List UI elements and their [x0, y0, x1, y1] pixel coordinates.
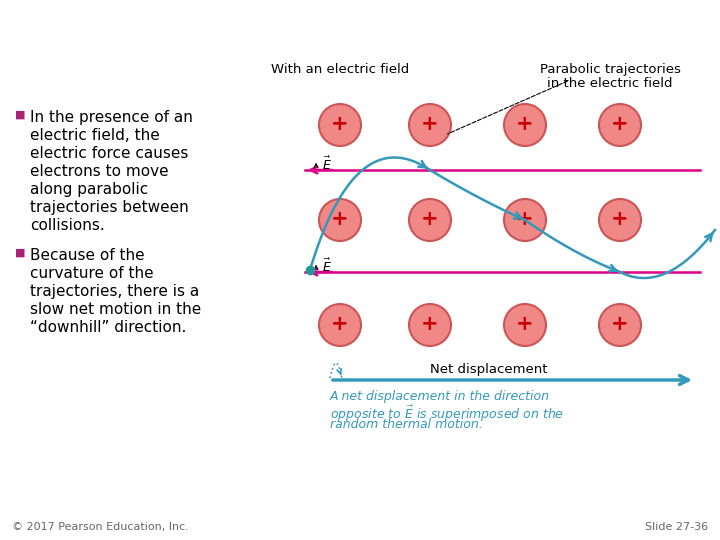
Circle shape: [409, 104, 451, 146]
Text: A Model of Conduction: A Model of Conduction: [13, 11, 366, 39]
Text: $\vec{E}$: $\vec{E}$: [322, 258, 332, 275]
Text: slow net motion in the: slow net motion in the: [30, 302, 202, 317]
Circle shape: [409, 304, 451, 346]
Text: +: +: [421, 209, 438, 229]
Text: Slide 27-36: Slide 27-36: [645, 522, 708, 532]
Text: trajectories between: trajectories between: [30, 200, 189, 215]
Text: “downhill” direction.: “downhill” direction.: [30, 320, 186, 335]
Circle shape: [319, 199, 361, 241]
Text: +: +: [516, 209, 534, 229]
Circle shape: [504, 104, 546, 146]
Text: +: +: [516, 314, 534, 334]
Text: In the presence of an: In the presence of an: [30, 110, 193, 125]
Text: electrons to move: electrons to move: [30, 164, 168, 179]
Text: © 2017 Pearson Education, Inc.: © 2017 Pearson Education, Inc.: [12, 522, 189, 532]
Text: +: +: [421, 314, 438, 334]
Text: in the electric field: in the electric field: [547, 77, 672, 90]
Text: ■: ■: [15, 110, 25, 120]
Text: Net displacement: Net displacement: [430, 363, 547, 376]
Circle shape: [599, 304, 641, 346]
Text: +: +: [516, 114, 534, 134]
Text: With an electric field: With an electric field: [271, 63, 409, 76]
Text: random thermal motion.: random thermal motion.: [330, 418, 482, 431]
Text: +: +: [331, 209, 348, 229]
Circle shape: [504, 199, 546, 241]
Text: electric field, the: electric field, the: [30, 128, 160, 143]
Text: along parabolic: along parabolic: [30, 182, 148, 197]
Text: $\vec{E}$: $\vec{E}$: [322, 156, 332, 173]
Text: curvature of the: curvature of the: [30, 266, 153, 281]
Circle shape: [319, 304, 361, 346]
Circle shape: [504, 304, 546, 346]
Text: ■: ■: [15, 248, 25, 258]
Text: +: +: [331, 314, 348, 334]
Text: +: +: [611, 114, 629, 134]
Text: A net displacement in the direction: A net displacement in the direction: [330, 390, 550, 403]
Text: trajectories, there is a: trajectories, there is a: [30, 284, 199, 299]
Text: opposite to $\vec{E}$ is superimposed on the: opposite to $\vec{E}$ is superimposed on…: [330, 404, 564, 424]
Text: +: +: [421, 114, 438, 134]
Text: Because of the: Because of the: [30, 248, 145, 263]
Text: +: +: [331, 114, 348, 134]
Text: Parabolic trajectories: Parabolic trajectories: [539, 63, 680, 76]
Text: +: +: [611, 209, 629, 229]
Text: +: +: [611, 314, 629, 334]
Circle shape: [599, 104, 641, 146]
Circle shape: [319, 104, 361, 146]
Circle shape: [409, 199, 451, 241]
Text: collisions.: collisions.: [30, 218, 104, 233]
Text: electric force causes: electric force causes: [30, 146, 189, 161]
Circle shape: [599, 199, 641, 241]
